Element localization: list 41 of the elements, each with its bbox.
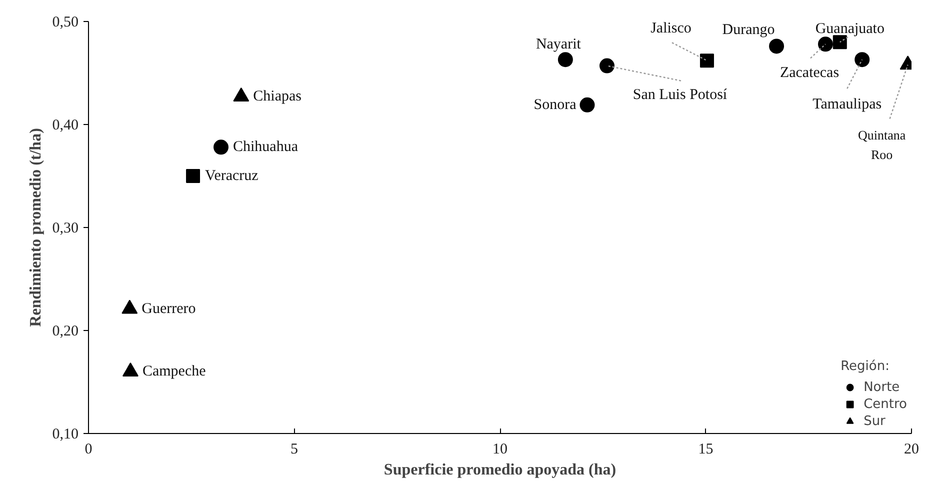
annotation: San Luis Potosí xyxy=(632,86,728,103)
annotation: Chiapas xyxy=(253,88,302,105)
annotation: Zacatecas xyxy=(780,65,840,82)
y-tick-label: 0,10 xyxy=(52,426,78,442)
point xyxy=(700,54,714,68)
legend-label: Centro xyxy=(864,396,907,412)
legend-title: Región: xyxy=(840,359,890,374)
y-tick-label: 0,50 xyxy=(52,14,78,30)
y-tick-label: 0,30 xyxy=(52,220,78,236)
point xyxy=(186,169,200,183)
annotation: Veracruz xyxy=(205,168,259,184)
annotation: Durango xyxy=(722,22,775,38)
point xyxy=(854,52,870,68)
annotation: Nayarit xyxy=(536,36,582,53)
annotation: Chihuahua xyxy=(233,139,298,156)
x-tick-label: 20 xyxy=(904,442,919,458)
x-tick-label: 10 xyxy=(492,442,508,458)
x-tick-label: 5 xyxy=(290,442,298,458)
annotation: Quintana Roo xyxy=(858,128,906,162)
annotation: Guanajuato xyxy=(815,21,884,38)
legend-label: Norte xyxy=(864,379,900,395)
point xyxy=(818,36,833,52)
x-tick-label: 15 xyxy=(698,442,714,458)
point xyxy=(580,97,595,112)
point xyxy=(214,140,229,155)
annotation: Tamaulipas xyxy=(812,96,882,113)
annotation: Sonora xyxy=(534,96,577,113)
x-tick-label: 0 xyxy=(84,442,92,458)
x-axis-title: Superficie promedio apoyada (ha) xyxy=(384,462,616,478)
point xyxy=(769,38,784,54)
y-tick-label: 0,20 xyxy=(52,324,78,340)
point xyxy=(122,300,138,314)
point xyxy=(122,362,138,377)
point xyxy=(558,52,573,68)
legend-label: Sur xyxy=(864,413,886,429)
annotation: Jalisco xyxy=(650,20,692,37)
y-axis-title: Rendimiento promedio (t/ha) xyxy=(27,128,44,327)
y-tick-label: 0,40 xyxy=(52,118,78,134)
point xyxy=(599,58,614,74)
annotation: Campeche xyxy=(142,364,206,380)
annotation: Guerrero xyxy=(142,300,196,317)
